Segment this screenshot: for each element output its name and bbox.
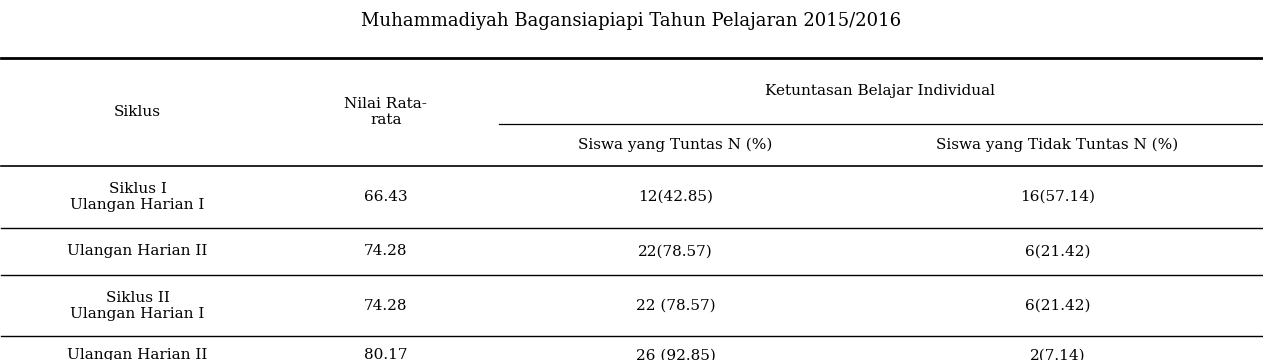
Text: 22 (78.57): 22 (78.57) <box>635 299 715 313</box>
Text: 16(57.14): 16(57.14) <box>1021 190 1095 204</box>
Text: Ketuntasan Belajar Individual: Ketuntasan Belajar Individual <box>765 84 995 98</box>
Text: Nilai Rata-
rata: Nilai Rata- rata <box>345 97 427 127</box>
Text: Muhammadiyah Bagansiapiapi Tahun Pelajaran 2015/2016: Muhammadiyah Bagansiapiapi Tahun Pelajar… <box>361 12 902 30</box>
Text: Siklus II
Ulangan Harian I: Siklus II Ulangan Harian I <box>71 291 205 321</box>
Text: 6(21.42): 6(21.42) <box>1024 244 1090 258</box>
Text: Ulangan Harian II: Ulangan Harian II <box>67 348 207 360</box>
Text: Siswa yang Tidak Tuntas N (%): Siswa yang Tidak Tuntas N (%) <box>936 138 1178 152</box>
Text: 74.28: 74.28 <box>364 299 408 313</box>
Text: 66.43: 66.43 <box>364 190 408 204</box>
Text: 2(7.14): 2(7.14) <box>1029 348 1085 360</box>
Text: 12(42.85): 12(42.85) <box>638 190 714 204</box>
Text: Siklus: Siklus <box>114 105 160 119</box>
Text: Siswa yang Tuntas N (%): Siswa yang Tuntas N (%) <box>578 138 773 152</box>
Text: 22(78.57): 22(78.57) <box>638 244 714 258</box>
Text: 6(21.42): 6(21.42) <box>1024 299 1090 313</box>
Text: 26 (92.85): 26 (92.85) <box>635 348 716 360</box>
Text: Ulangan Harian II: Ulangan Harian II <box>67 244 207 258</box>
Text: 74.28: 74.28 <box>364 244 408 258</box>
Text: Siklus I
Ulangan Harian I: Siklus I Ulangan Harian I <box>71 182 205 212</box>
Text: 80.17: 80.17 <box>364 348 408 360</box>
